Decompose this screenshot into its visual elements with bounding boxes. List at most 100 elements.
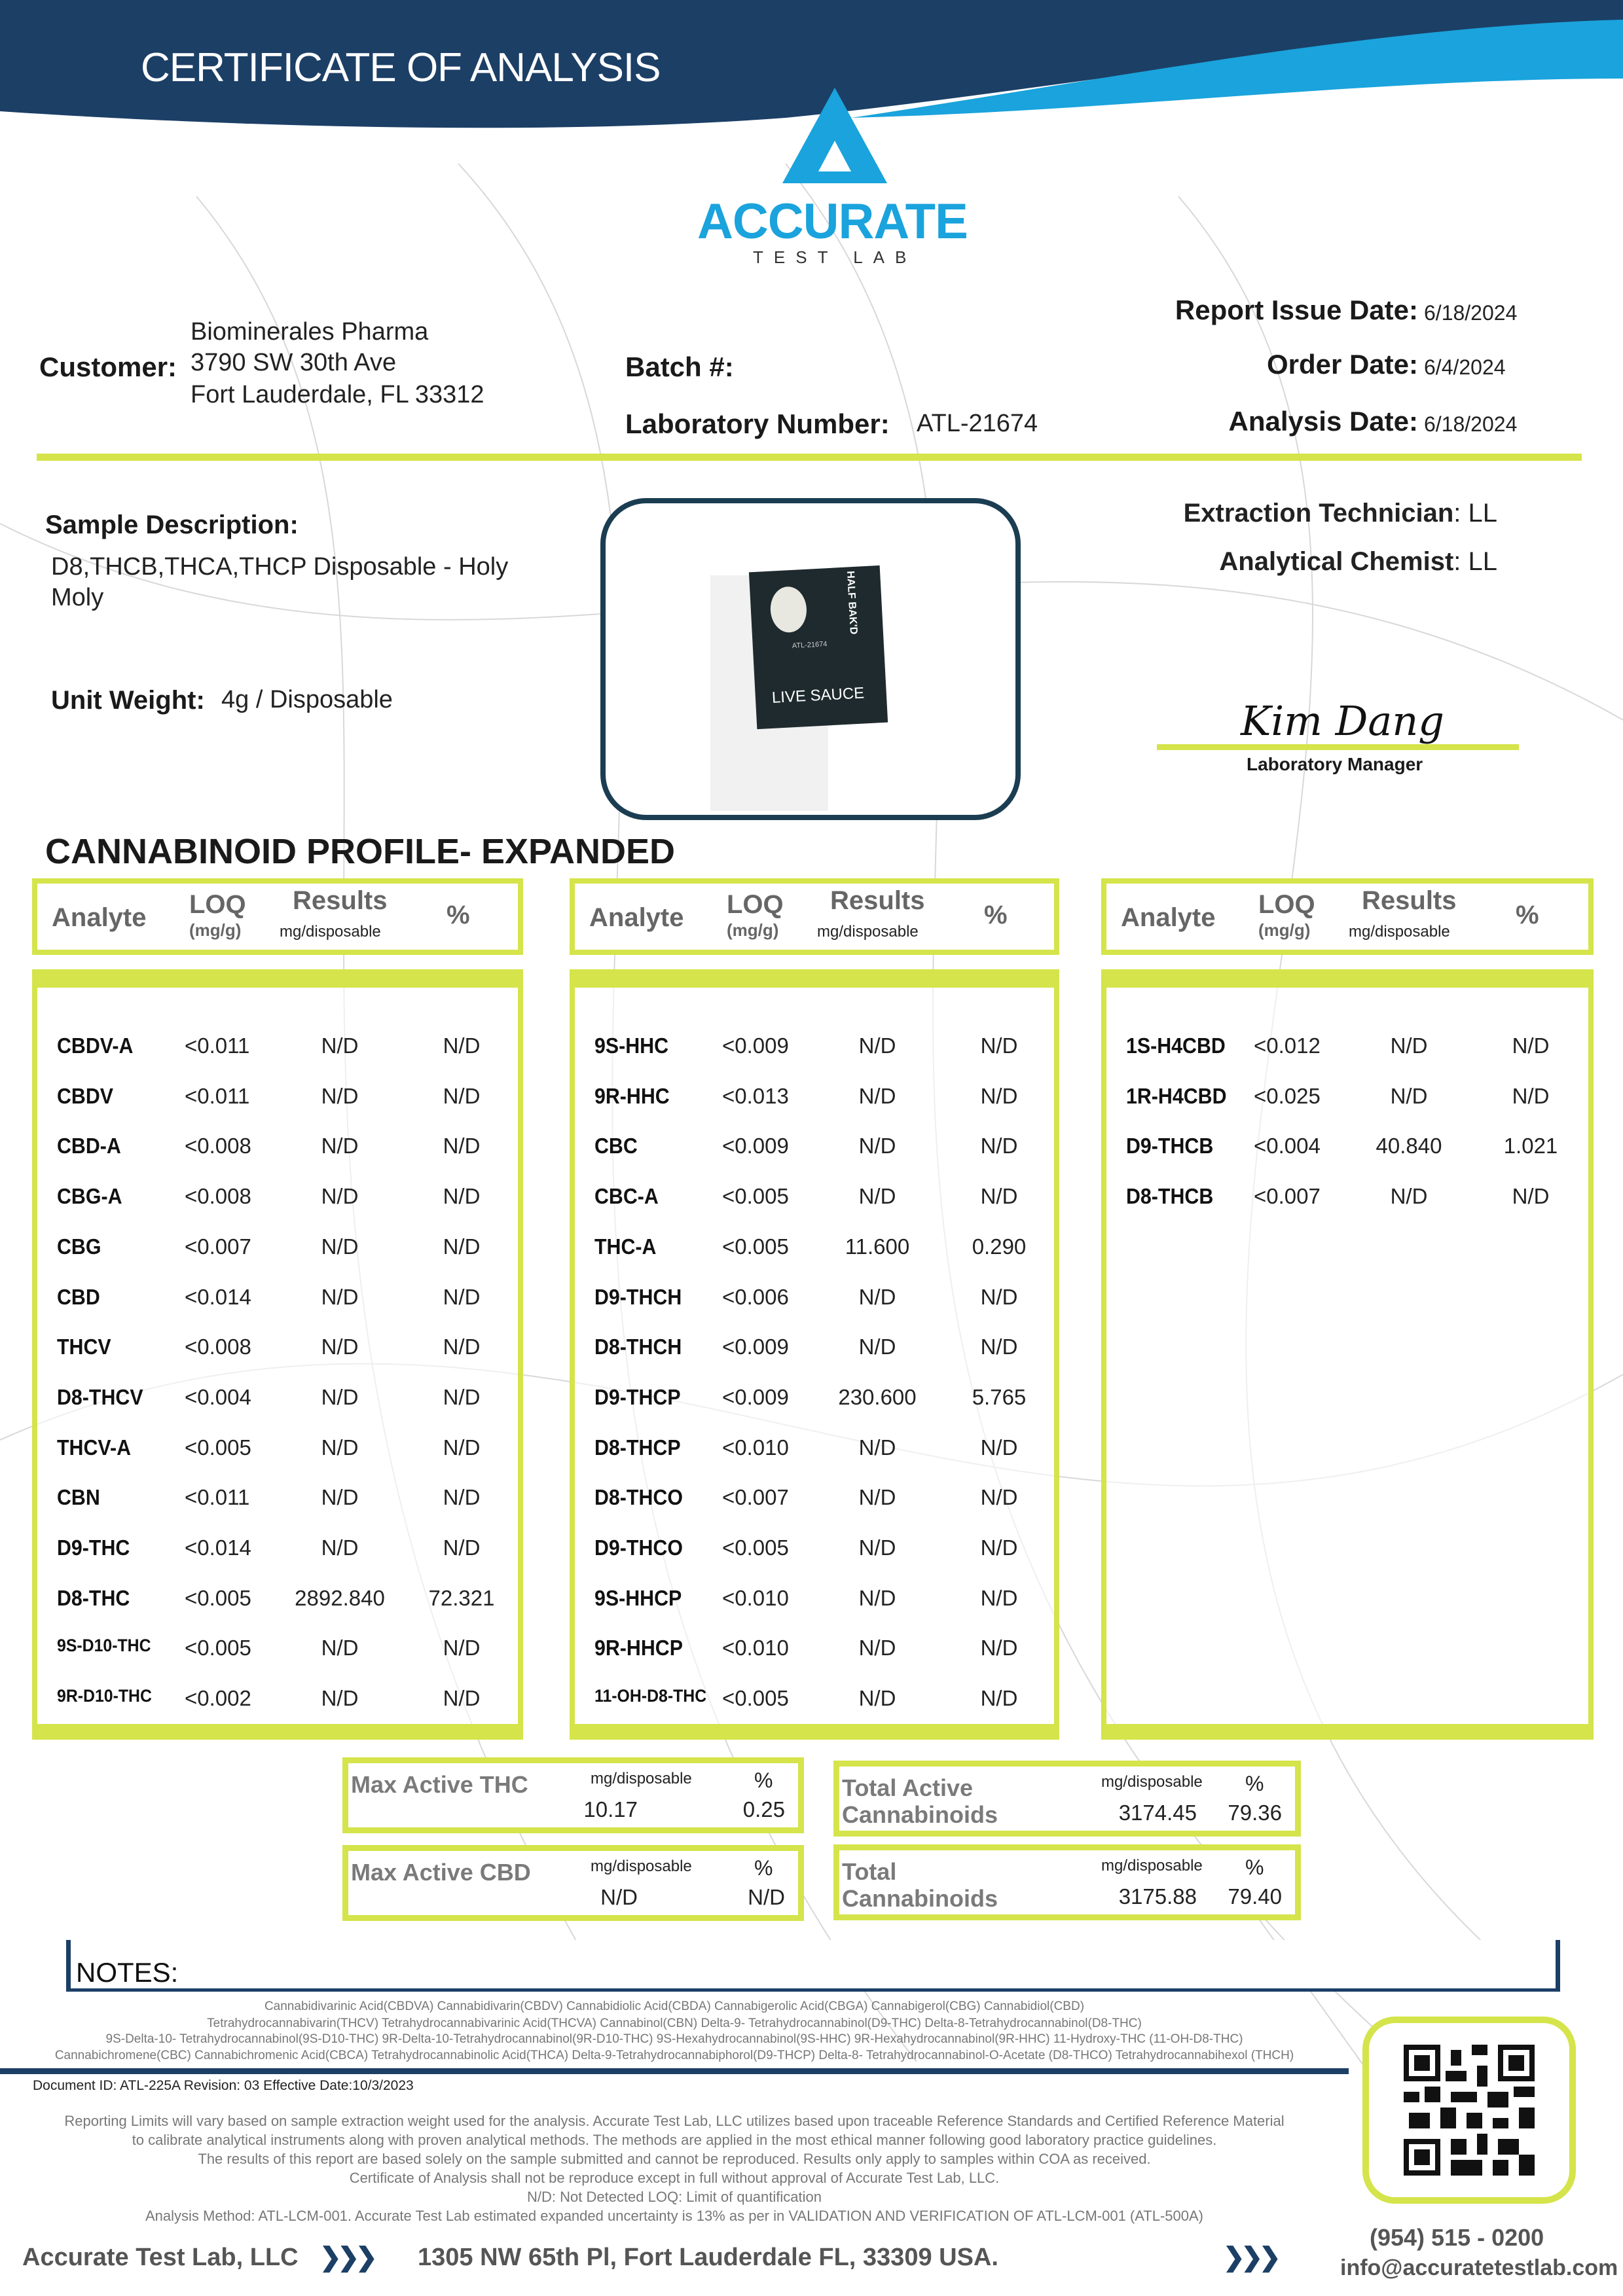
table-row: 9R-HHCP <0.010 N/D N/D	[575, 1629, 1054, 1668]
analyte-loq: <0.008	[185, 1184, 251, 1209]
analyte-loq: <0.010	[722, 1636, 789, 1660]
analyte-loq: <0.008	[185, 1134, 251, 1158]
analyte-result: N/D	[1390, 1033, 1428, 1058]
summary-unit: mg/disposable	[591, 1857, 692, 1875]
summary-unit: mg/disposable	[1101, 1857, 1203, 1874]
header-loq: LOQ	[1258, 890, 1315, 919]
analyte-name: 9S-HHC	[594, 1033, 669, 1058]
table-row: CBG-A <0.008 N/D N/D	[37, 1177, 518, 1217]
analyte-result: N/D	[858, 1686, 896, 1711]
analyte-result: N/D	[858, 1335, 896, 1359]
disclaimer-line: Analysis Method: ATL-LCM-001. Accurate T…	[145, 2208, 1204, 2224]
analyte-name: D8-THCP	[594, 1435, 681, 1460]
analyte-result: N/D	[858, 1636, 896, 1660]
analyte-loq: <0.004	[1254, 1134, 1321, 1158]
analyte-percent: N/D	[443, 1234, 481, 1259]
analyte-percent: 5.765	[972, 1384, 1027, 1409]
analyte-result: N/D	[321, 1033, 359, 1058]
notes-box: NOTES:	[66, 1940, 1560, 1992]
analyte-name: CBD-A	[57, 1134, 121, 1158]
analyte-result: N/D	[321, 1284, 359, 1309]
analyte-loq: <0.013	[722, 1083, 789, 1108]
summary-title: Total Active Cannabinoids	[842, 1774, 998, 1828]
analyte-percent: N/D	[980, 1686, 1018, 1711]
analyte-result: N/D	[321, 1083, 359, 1108]
analyte-name: THCV-A	[57, 1435, 132, 1460]
table-row: D8-THC <0.005 2892.840 72.321	[37, 1579, 518, 1619]
header-analyte: Analyte	[52, 903, 147, 932]
analyte-percent: N/D	[443, 1535, 481, 1560]
summary-mg-value: 10.17	[583, 1797, 638, 1821]
analyte-percent: N/D	[980, 1134, 1018, 1158]
analyte-loq: <0.009	[722, 1335, 789, 1359]
header-results-unit: mg/disposable	[1349, 923, 1450, 941]
table-row: CBG <0.007 N/D N/D	[37, 1228, 518, 1267]
analyte-loq: <0.007	[1254, 1184, 1321, 1209]
analyte-name: 1R-H4CBD	[1126, 1083, 1227, 1108]
analyte-result: N/D	[321, 1234, 359, 1259]
analyte-loq: <0.007	[185, 1234, 251, 1259]
signature: Kim Dang	[1241, 697, 1444, 745]
analyte-loq: <0.012	[1254, 1033, 1321, 1058]
summary-unit: mg/disposable	[1101, 1773, 1203, 1791]
analyte-loq: <0.002	[185, 1686, 251, 1711]
analyte-result: N/D	[858, 1535, 896, 1560]
analyte-percent: N/D	[980, 1335, 1018, 1359]
table-row: CBD <0.014 N/D N/D	[37, 1278, 518, 1318]
analyte-result: N/D	[321, 1636, 359, 1660]
analyte-percent: N/D	[443, 1686, 481, 1711]
report-issue-date-label: Report Issue Date:	[1175, 295, 1418, 325]
analyte-name: CBC-A	[594, 1184, 659, 1209]
table-row: D9-THCO <0.005 N/D N/D	[575, 1529, 1054, 1568]
header-swoosh-accent	[851, 20, 1623, 118]
analyte-loq: <0.009	[722, 1033, 789, 1058]
analyte-result: N/D	[321, 1184, 359, 1209]
notes-label: NOTES:	[76, 1957, 179, 1988]
logo-name: ACCURATE	[697, 194, 968, 249]
footer-phone[interactable]: (954) 515 - 0200	[1370, 2224, 1544, 2251]
disclaimer-line: Reporting Limits will vary based on samp…	[64, 2113, 1285, 2129]
analyte-name: D9-THCP	[594, 1384, 681, 1409]
summary-percent-label: %	[1245, 1772, 1264, 1795]
disclaimer-line: N/D: Not Detected LOQ: Limit of quantifi…	[527, 2189, 822, 2205]
analyte-name: THCV	[57, 1335, 111, 1359]
analyte-loq: <0.006	[722, 1284, 789, 1309]
sample-description-label: Sample Description:	[45, 511, 299, 539]
analyte-name: 1S-H4CBD	[1126, 1033, 1226, 1058]
disclaimer-line: Certificate of Analysis shall not be rep…	[349, 2170, 1000, 2186]
table-row: 11-OH-D8-THC <0.005 N/D N/D	[575, 1679, 1054, 1719]
summary-title: Total Cannabinoids	[842, 1858, 998, 1912]
analyte-loq: <0.009	[722, 1134, 789, 1158]
analyte-loq: <0.005	[722, 1535, 789, 1560]
analyte-percent: N/D	[443, 1636, 481, 1660]
analyte-name: CBD	[57, 1284, 100, 1309]
table-row: CBC <0.009 N/D N/D	[575, 1127, 1054, 1166]
analyte-loq: <0.011	[185, 1083, 250, 1108]
analyte-percent: 72.321	[428, 1585, 495, 1610]
footer-company: Accurate Test Lab, LLC	[22, 2244, 299, 2271]
analyte-name: D9-THCO	[594, 1535, 683, 1560]
footer-email[interactable]: info@accuratetestlab.com	[1340, 2255, 1618, 2280]
analyte-table: 1S-H4CBD <0.012 N/D N/D 1R-H4CBD <0.025 …	[1101, 969, 1594, 1740]
signature-line	[1157, 744, 1519, 750]
header-percent: %	[447, 901, 470, 929]
qr-code-icon[interactable]	[1404, 2045, 1535, 2176]
analyte-loq: <0.010	[722, 1585, 789, 1610]
analyte-loq: <0.005	[722, 1234, 789, 1259]
analyte-result: N/D	[321, 1335, 359, 1359]
abbreviation-line: Tetrahydrocannabivarin(THCV) Tetrahydroc…	[207, 2017, 1142, 2030]
table-row: D8-THCH <0.009 N/D N/D	[575, 1328, 1054, 1367]
report-issue-date-value: 6/18/2024	[1424, 301, 1518, 325]
summary-title: Max Active CBD	[351, 1859, 531, 1886]
header-analyte: Analyte	[1121, 903, 1216, 932]
analyte-percent: N/D	[443, 1384, 481, 1409]
summary-percent-value: 0.25	[742, 1797, 785, 1821]
table-row: D9-THCH <0.006 N/D N/D	[575, 1278, 1054, 1318]
analyte-percent: N/D	[443, 1284, 481, 1309]
section-title: CANNABINOID PROFILE- EXPANDED	[45, 832, 676, 871]
analyte-result: 2892.840	[295, 1585, 385, 1610]
analyte-result: N/D	[1390, 1083, 1428, 1108]
analyte-result: N/D	[321, 1134, 359, 1158]
summary-title: Max Active THC	[351, 1771, 528, 1798]
analyte-percent: N/D	[980, 1535, 1018, 1560]
